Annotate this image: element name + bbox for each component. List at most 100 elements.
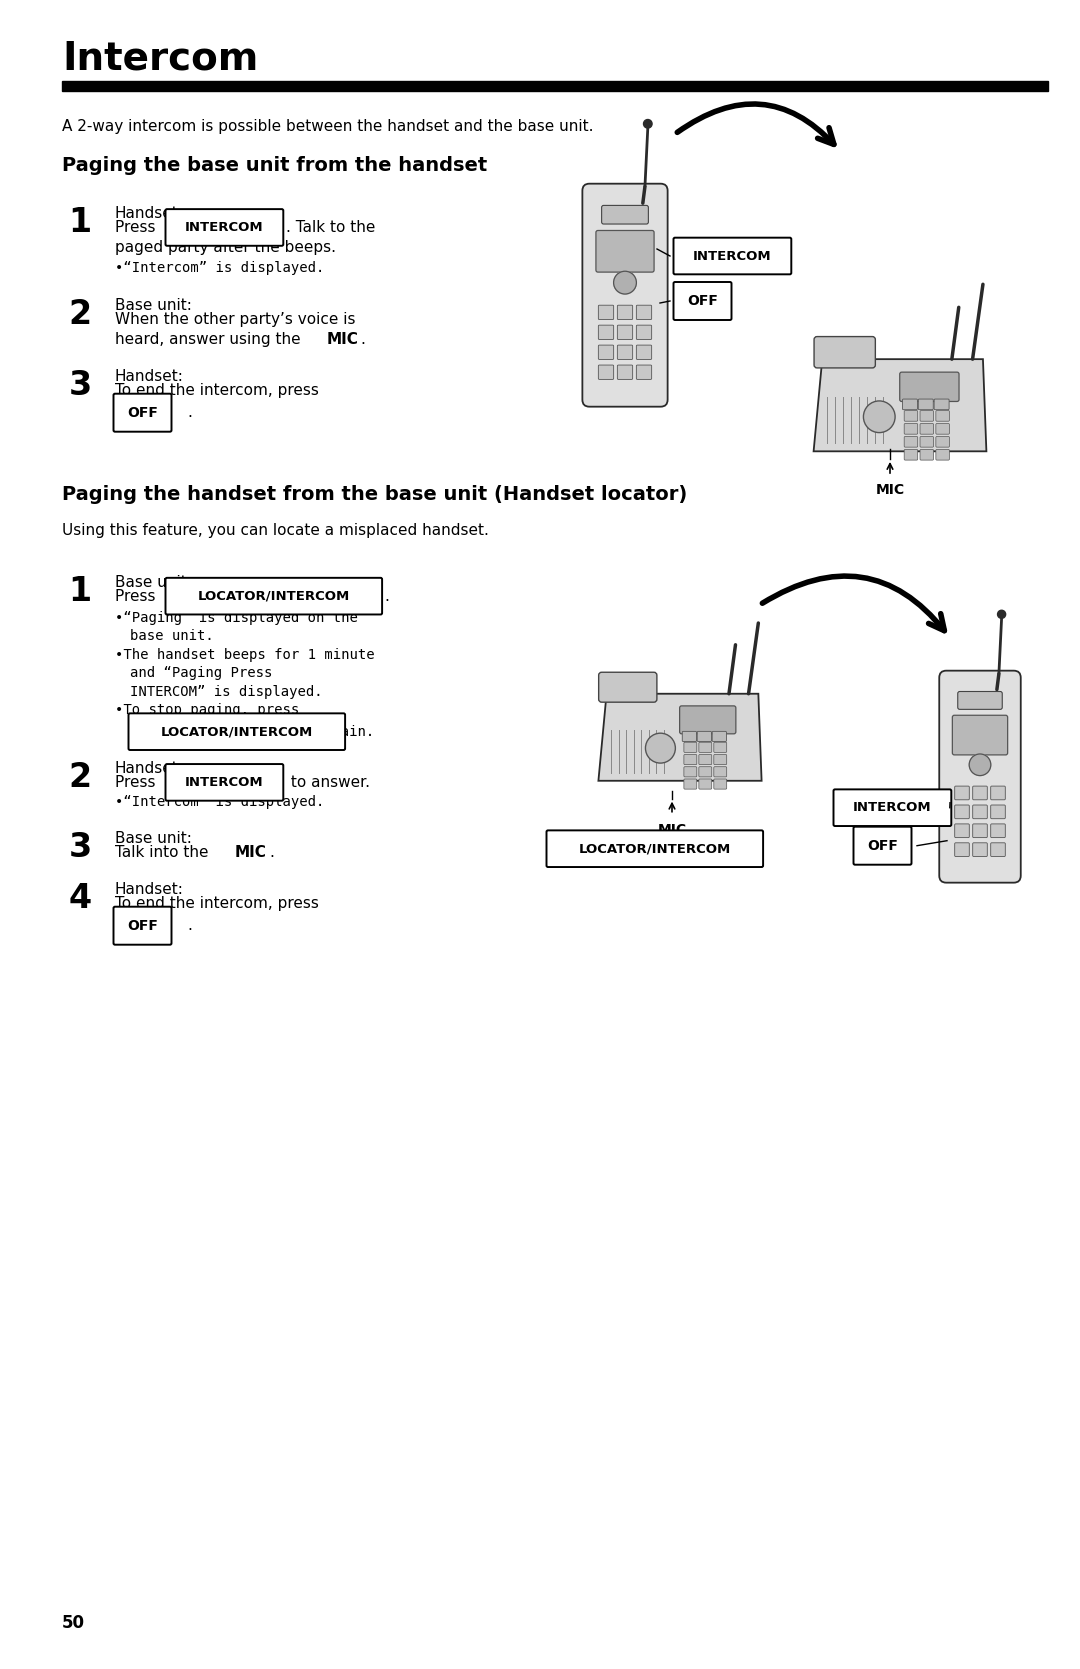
- Bar: [62, 82, 1048, 92]
- Text: To end the intercom, press: To end the intercom, press: [114, 896, 319, 911]
- Text: MIC: MIC: [658, 823, 687, 836]
- FancyBboxPatch shape: [920, 424, 933, 434]
- FancyBboxPatch shape: [900, 372, 959, 402]
- Text: OFF: OFF: [867, 840, 897, 853]
- FancyBboxPatch shape: [598, 325, 613, 339]
- Text: OFF: OFF: [127, 406, 158, 419]
- FancyBboxPatch shape: [714, 743, 727, 753]
- Text: Handset:: Handset:: [114, 205, 184, 220]
- Text: •“Paging” is displayed on the: •“Paging” is displayed on the: [114, 611, 357, 624]
- FancyBboxPatch shape: [920, 449, 933, 461]
- Polygon shape: [598, 694, 761, 781]
- FancyBboxPatch shape: [990, 804, 1005, 819]
- FancyBboxPatch shape: [618, 366, 633, 379]
- FancyBboxPatch shape: [679, 706, 735, 734]
- FancyBboxPatch shape: [940, 671, 1021, 883]
- Text: MIC: MIC: [876, 482, 905, 497]
- FancyBboxPatch shape: [904, 437, 918, 447]
- FancyBboxPatch shape: [903, 399, 917, 409]
- Text: Press: Press: [114, 774, 160, 789]
- FancyBboxPatch shape: [699, 779, 712, 789]
- Text: LOCATOR/INTERCOM: LOCATOR/INTERCOM: [198, 589, 350, 603]
- FancyBboxPatch shape: [113, 906, 172, 945]
- FancyBboxPatch shape: [698, 731, 712, 741]
- FancyBboxPatch shape: [598, 673, 657, 703]
- FancyBboxPatch shape: [920, 411, 933, 421]
- FancyBboxPatch shape: [129, 713, 346, 749]
- FancyBboxPatch shape: [904, 411, 918, 421]
- Text: .: .: [187, 918, 192, 933]
- FancyBboxPatch shape: [834, 789, 951, 826]
- Text: OFF: OFF: [127, 918, 158, 933]
- FancyBboxPatch shape: [973, 824, 987, 838]
- Text: . Talk to the: . Talk to the: [286, 220, 375, 235]
- Text: .: .: [187, 406, 192, 421]
- FancyBboxPatch shape: [904, 424, 918, 434]
- Text: 3: 3: [68, 369, 92, 402]
- Text: MIC: MIC: [235, 845, 267, 860]
- FancyBboxPatch shape: [990, 786, 1005, 799]
- Circle shape: [863, 401, 895, 432]
- FancyBboxPatch shape: [674, 237, 792, 274]
- Polygon shape: [813, 359, 986, 451]
- FancyBboxPatch shape: [934, 399, 949, 409]
- Text: heard, answer using the: heard, answer using the: [114, 332, 306, 347]
- FancyBboxPatch shape: [596, 230, 654, 272]
- Text: again.: again.: [324, 724, 375, 739]
- FancyBboxPatch shape: [598, 366, 613, 379]
- FancyBboxPatch shape: [973, 843, 987, 856]
- Text: LOCATOR/INTERCOM: LOCATOR/INTERCOM: [579, 843, 731, 855]
- FancyBboxPatch shape: [904, 449, 918, 461]
- FancyBboxPatch shape: [683, 731, 697, 741]
- FancyBboxPatch shape: [546, 831, 764, 866]
- FancyBboxPatch shape: [636, 366, 651, 379]
- Text: Press: Press: [114, 589, 160, 604]
- FancyBboxPatch shape: [699, 766, 712, 776]
- FancyBboxPatch shape: [582, 184, 667, 407]
- FancyBboxPatch shape: [936, 411, 949, 421]
- Text: Handset:: Handset:: [114, 881, 184, 896]
- Text: INTERCOM: INTERCOM: [185, 220, 264, 234]
- Text: 1: 1: [68, 205, 92, 239]
- Text: .: .: [384, 589, 390, 604]
- Text: 4: 4: [68, 881, 92, 915]
- FancyBboxPatch shape: [165, 764, 283, 801]
- FancyBboxPatch shape: [598, 305, 613, 319]
- Text: MIC: MIC: [327, 332, 359, 347]
- Text: 2: 2: [68, 761, 92, 794]
- Text: Base unit:: Base unit:: [114, 297, 192, 312]
- Text: Paging the handset from the base unit (Handset locator): Paging the handset from the base unit (H…: [62, 484, 687, 504]
- FancyBboxPatch shape: [955, 804, 970, 819]
- Text: 3: 3: [68, 831, 92, 865]
- FancyBboxPatch shape: [918, 399, 933, 409]
- Circle shape: [646, 733, 675, 763]
- FancyBboxPatch shape: [714, 766, 727, 776]
- FancyBboxPatch shape: [684, 754, 697, 764]
- Text: and “Paging Press: and “Paging Press: [130, 666, 272, 681]
- FancyBboxPatch shape: [973, 804, 987, 819]
- Text: •To stop paging, press: •To stop paging, press: [114, 703, 299, 718]
- Text: Handset:: Handset:: [114, 369, 184, 384]
- FancyBboxPatch shape: [684, 743, 697, 753]
- FancyBboxPatch shape: [602, 205, 648, 224]
- Text: Paging the base unit from the handset: Paging the base unit from the handset: [62, 155, 487, 175]
- FancyBboxPatch shape: [958, 691, 1002, 709]
- FancyBboxPatch shape: [636, 325, 651, 339]
- FancyBboxPatch shape: [684, 766, 697, 776]
- FancyBboxPatch shape: [920, 437, 933, 447]
- Text: 1: 1: [68, 574, 92, 608]
- FancyBboxPatch shape: [955, 843, 970, 856]
- FancyBboxPatch shape: [165, 209, 283, 245]
- Text: Talk into the: Talk into the: [114, 845, 214, 860]
- Circle shape: [644, 120, 652, 129]
- FancyBboxPatch shape: [699, 743, 712, 753]
- Text: When the other party’s voice is: When the other party’s voice is: [114, 312, 355, 327]
- FancyBboxPatch shape: [973, 786, 987, 799]
- Text: Base unit:: Base unit:: [114, 831, 192, 846]
- FancyBboxPatch shape: [684, 779, 697, 789]
- Text: 50: 50: [62, 1614, 85, 1632]
- FancyBboxPatch shape: [699, 754, 712, 764]
- FancyBboxPatch shape: [955, 786, 970, 799]
- Text: •“Intercom” is displayed.: •“Intercom” is displayed.: [114, 262, 324, 275]
- FancyBboxPatch shape: [955, 824, 970, 838]
